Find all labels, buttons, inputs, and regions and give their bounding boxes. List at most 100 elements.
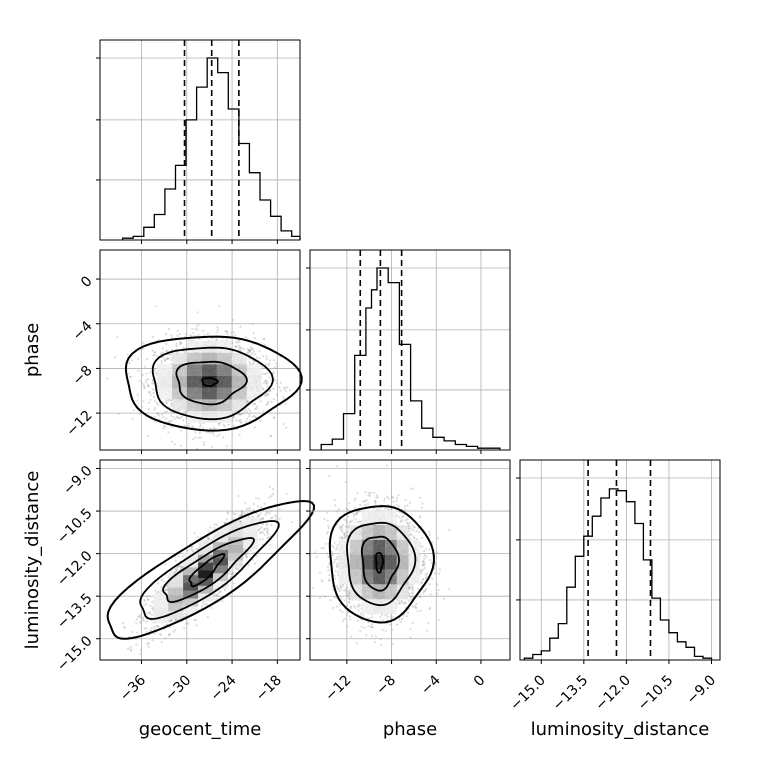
hist-phase-frame xyxy=(309,249,511,451)
joint-geocent-phase-sample-point xyxy=(248,413,251,416)
joint-geocent-lumdist-sample-point xyxy=(135,643,138,646)
joint-geocent-lumdist-sample-point xyxy=(271,493,275,496)
joint-geocent-phase-density-cell xyxy=(246,376,262,388)
joint-geocent-phase-sample-point xyxy=(143,385,146,389)
joint-geocent-lumdist-sample-point xyxy=(180,565,183,568)
joint-geocent-phase-density-cell xyxy=(216,387,232,400)
joint-geocent-phase-sample-point xyxy=(153,351,156,354)
joint-geocent-lumdist-sample-point xyxy=(145,620,148,623)
joint-geocent-phase-density-cell xyxy=(172,399,187,412)
joint-geocent-phase-sample-point xyxy=(147,384,150,387)
joint-geocent-phase-sample-point xyxy=(147,391,150,394)
joint-geocent-phase-sample-point xyxy=(167,399,170,402)
joint-geocent-phase-sample-point xyxy=(153,415,156,418)
joint-geocent-lumdist-sample-point xyxy=(187,622,190,625)
joint-geocent-phase-sample-point xyxy=(254,415,257,418)
joint-geocent-lumdist-sample-point xyxy=(186,549,189,552)
joint-geocent-phase-sample-point xyxy=(142,348,145,351)
joint-geocent-phase-sample-point xyxy=(225,331,228,334)
joint-geocent-phase-sample-point xyxy=(247,349,250,352)
joint-geocent-lumdist-sample-point xyxy=(143,604,146,607)
joint-geocent-phase-sample-point xyxy=(162,356,165,359)
joint-geocent-phase-sample-point xyxy=(176,416,179,419)
joint-geocent-phase-sample-point xyxy=(116,336,119,339)
joint-geocent-lumdist-sample-point xyxy=(210,606,213,609)
joint-geocent-lumdist-sample-point xyxy=(278,517,281,521)
joint-geocent-lumdist-sample-point xyxy=(228,570,231,573)
joint-geocent-lumdist-sample-point xyxy=(143,627,146,630)
joint-geocent-lumdist-sample-point xyxy=(140,649,143,652)
hist-phase-histogram-step xyxy=(320,267,501,450)
joint-geocent-phase-sample-point xyxy=(166,357,169,360)
joint-geocent-phase-sample-point xyxy=(246,351,249,354)
joint-geocent-phase-sample-point xyxy=(235,345,238,348)
joint-geocent-phase-sample-point xyxy=(254,407,257,410)
joint-geocent-phase-sample-point xyxy=(249,409,252,413)
joint-geocent-lumdist-sample-point xyxy=(266,528,270,531)
joint-geocent-lumdist-sample-point xyxy=(259,506,263,509)
joint-geocent-phase-sample-point xyxy=(170,399,173,402)
joint-geocent-phase-sample-point xyxy=(227,423,230,426)
joint-geocent-lumdist-sample-point xyxy=(259,512,262,515)
joint-geocent-phase-sample-point xyxy=(198,425,201,429)
joint-geocent-phase-sample-point xyxy=(171,419,174,422)
joint-geocent-lumdist-sample-point xyxy=(255,555,258,558)
joint-geocent-phase-sample-point xyxy=(222,436,225,439)
joint-geocent-phase-sample-point xyxy=(263,343,266,346)
joint-geocent-phase-sample-point xyxy=(272,398,276,401)
joint-geocent-phase-sample-point xyxy=(180,415,183,418)
joint-geocent-phase-sample-point xyxy=(184,333,188,336)
joint-geocent-lumdist-sample-point xyxy=(154,589,157,592)
joint-geocent-lumdist-sample-point xyxy=(269,509,272,512)
joint-geocent-phase-sample-point xyxy=(262,410,265,413)
joint-geocent-lumdist-sample-point xyxy=(268,496,271,499)
joint-geocent-phase-sample-point xyxy=(138,379,141,382)
joint-geocent-phase-sample-point xyxy=(162,427,165,430)
joint-geocent-lumdist-sample-point xyxy=(257,497,260,500)
joint-geocent-phase-sample-point xyxy=(195,447,199,450)
joint-geocent-phase-density-cell xyxy=(246,364,262,376)
joint-geocent-phase-sample-point xyxy=(189,334,192,337)
joint-geocent-phase-sample-point xyxy=(253,426,256,429)
joint-geocent-phase-sample-point xyxy=(247,408,250,411)
joint-geocent-phase-density-cell xyxy=(187,364,202,376)
joint-geocent-phase-sample-point xyxy=(223,425,226,428)
joint-geocent-phase-sample-point xyxy=(179,343,182,346)
joint-geocent-phase-sample-point xyxy=(275,382,278,385)
joint-geocent-phase-sample-point xyxy=(252,350,255,353)
joint-geocent-phase-sample-point xyxy=(250,347,253,350)
joint-geocent-phase-sample-point xyxy=(272,372,275,375)
joint-geocent-lumdist-sample-point xyxy=(237,495,240,498)
joint-geocent-lumdist-sample-point xyxy=(237,520,240,523)
joint-geocent-phase-sample-point xyxy=(252,362,255,365)
joint-geocent-lumdist-sample-point xyxy=(265,530,268,533)
joint-geocent-lumdist-sample-point xyxy=(129,649,132,652)
joint-geocent-phase-sample-point xyxy=(168,327,171,330)
joint-geocent-lumdist-sample-point xyxy=(207,530,210,533)
joint-geocent-phase-density-cell xyxy=(202,364,217,376)
joint-geocent-phase-sample-point xyxy=(271,371,275,374)
joint-geocent-phase-sample-point xyxy=(141,374,144,377)
joint-geocent-phase-density-cell xyxy=(187,341,202,353)
joint-geocent-phase-sample-point xyxy=(196,328,199,331)
joint-geocent-phase-sample-point xyxy=(216,328,220,331)
joint-geocent-phase-sample-point xyxy=(182,346,185,349)
joint-geocent-phase-sample-point xyxy=(165,402,168,405)
joint-geocent-phase-sample-point xyxy=(263,337,266,340)
joint-geocent-phase-sample-point xyxy=(239,346,242,349)
joint-geocent-phase-sample-point xyxy=(210,432,213,435)
joint-geocent-phase-sample-point xyxy=(268,359,271,362)
histogram-phase xyxy=(306,249,511,454)
joint-geocent-phase-sample-point xyxy=(235,419,238,422)
joint-geocent-phase-sample-point xyxy=(152,335,155,339)
joint-geocent-phase-sample-point xyxy=(215,331,218,334)
joint-geocent-lumdist-sample-point xyxy=(272,488,275,491)
joint-geocent-phase-sample-point xyxy=(253,403,256,406)
hist-geocent-time-frame xyxy=(99,39,301,241)
joint-geocent-lumdist-sample-point xyxy=(189,548,193,551)
joint-geocent-phase-sample-point xyxy=(197,436,200,439)
joint-geocent-lumdist-sample-point xyxy=(231,571,235,574)
joint-geocent-phase-sample-point xyxy=(161,413,164,416)
joint-geocent-phase-density-cell xyxy=(202,387,217,400)
joint-geocent-phase-sample-point xyxy=(126,353,129,356)
